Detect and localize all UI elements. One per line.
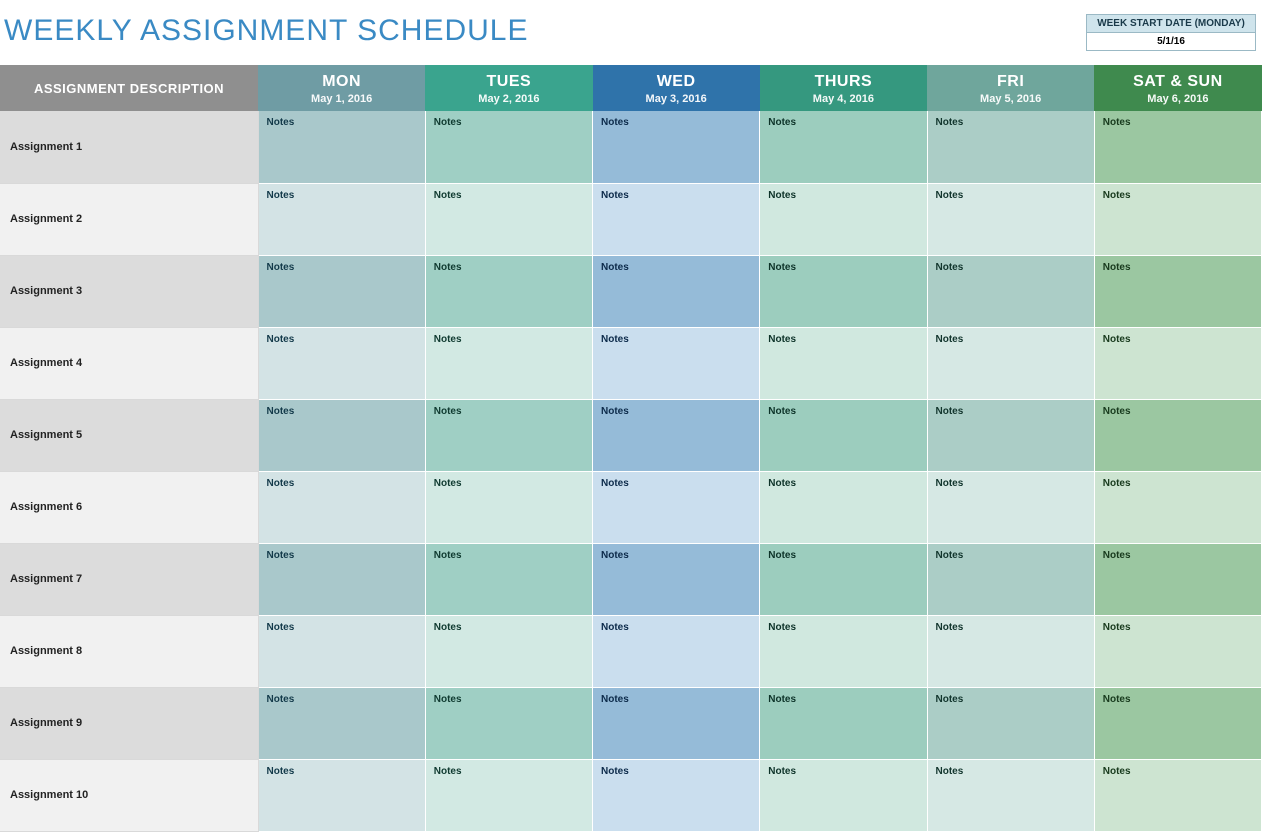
assignment-label[interactable]: Assignment 2 xyxy=(0,183,258,255)
notes-cell[interactable]: Notes xyxy=(760,327,927,399)
assignment-label[interactable]: Assignment 9 xyxy=(0,687,258,759)
notes-cell[interactable]: Notes xyxy=(258,615,425,687)
notes-cell[interactable]: Notes xyxy=(425,255,592,327)
notes-cell[interactable]: Notes xyxy=(593,255,760,327)
notes-cell[interactable]: Notes xyxy=(760,255,927,327)
notes-cell[interactable]: Notes xyxy=(927,615,1094,687)
notes-cell[interactable]: Notes xyxy=(593,759,760,831)
notes-cell[interactable]: Notes xyxy=(425,327,592,399)
notes-cell[interactable]: Notes xyxy=(927,183,1094,255)
notes-cell[interactable]: Notes xyxy=(927,687,1094,759)
notes-cell[interactable]: Notes xyxy=(927,759,1094,831)
notes-cell[interactable]: Notes xyxy=(258,327,425,399)
notes-cell[interactable]: Notes xyxy=(258,759,425,831)
day-date: May 5, 2016 xyxy=(931,93,1090,105)
notes-cell[interactable]: Notes xyxy=(593,543,760,615)
day-header-tues: TUES May 2, 2016 xyxy=(425,65,592,111)
notes-cell[interactable]: Notes xyxy=(593,327,760,399)
notes-cell[interactable]: Notes xyxy=(593,615,760,687)
notes-cell[interactable]: Notes xyxy=(1094,687,1261,759)
notes-cell[interactable]: Notes xyxy=(593,111,760,183)
notes-cell[interactable]: Notes xyxy=(425,399,592,471)
notes-cell[interactable]: Notes xyxy=(593,183,760,255)
assignment-label[interactable]: Assignment 8 xyxy=(0,615,258,687)
week-start-label: WEEK START DATE (MONDAY) xyxy=(1086,14,1256,33)
notes-cell[interactable]: Notes xyxy=(927,399,1094,471)
notes-cell[interactable]: Notes xyxy=(593,471,760,543)
day-name: WED xyxy=(597,73,756,91)
notes-cell[interactable]: Notes xyxy=(258,471,425,543)
notes-cell[interactable]: Notes xyxy=(258,111,425,183)
notes-cell[interactable]: Notes xyxy=(425,615,592,687)
notes-cell[interactable]: Notes xyxy=(1094,183,1261,255)
day-name: SAT & SUN xyxy=(1098,73,1257,91)
assignment-label[interactable]: Assignment 10 xyxy=(0,759,258,831)
assignment-label[interactable]: Assignment 6 xyxy=(0,471,258,543)
notes-cell[interactable]: Notes xyxy=(425,759,592,831)
day-name: FRI xyxy=(931,73,1090,91)
notes-cell[interactable]: Notes xyxy=(1094,399,1261,471)
assignment-label[interactable]: Assignment 5 xyxy=(0,399,258,471)
day-date: May 3, 2016 xyxy=(597,93,756,105)
day-name: THURS xyxy=(764,73,923,91)
notes-cell[interactable]: Notes xyxy=(258,183,425,255)
notes-cell[interactable]: Notes xyxy=(1094,759,1261,831)
day-header-mon: MON May 1, 2016 xyxy=(258,65,425,111)
day-date: May 6, 2016 xyxy=(1098,93,1257,105)
day-header-satsun: SAT & SUN May 6, 2016 xyxy=(1094,65,1261,111)
notes-cell[interactable]: Notes xyxy=(927,471,1094,543)
page-title: WEEKLY ASSIGNMENT SCHEDULE xyxy=(4,14,528,48)
assignment-label[interactable]: Assignment 7 xyxy=(0,543,258,615)
notes-cell[interactable]: Notes xyxy=(425,687,592,759)
notes-cell[interactable]: Notes xyxy=(1094,471,1261,543)
notes-cell[interactable]: Notes xyxy=(425,471,592,543)
notes-cell[interactable]: Notes xyxy=(1094,615,1261,687)
notes-cell[interactable]: Notes xyxy=(258,399,425,471)
assignment-label[interactable]: Assignment 4 xyxy=(0,327,258,399)
notes-cell[interactable]: Notes xyxy=(760,615,927,687)
notes-cell[interactable]: Notes xyxy=(927,255,1094,327)
day-name: TUES xyxy=(429,73,588,91)
notes-cell[interactable]: Notes xyxy=(760,111,927,183)
notes-cell[interactable]: Notes xyxy=(1094,255,1261,327)
notes-cell[interactable]: Notes xyxy=(760,687,927,759)
notes-cell[interactable]: Notes xyxy=(1094,543,1261,615)
day-date: May 4, 2016 xyxy=(764,93,923,105)
notes-cell[interactable]: Notes xyxy=(927,543,1094,615)
notes-cell[interactable]: Notes xyxy=(425,111,592,183)
schedule-table: ASSIGNMENT DESCRIPTION MON May 1, 2016 TUE… xyxy=(0,65,1262,832)
notes-cell[interactable]: Notes xyxy=(425,183,592,255)
notes-cell[interactable]: Notes xyxy=(258,255,425,327)
notes-cell[interactable]: Notes xyxy=(593,687,760,759)
notes-cell[interactable]: Notes xyxy=(760,471,927,543)
notes-cell[interactable]: Notes xyxy=(1094,327,1261,399)
notes-cell[interactable]: Notes xyxy=(258,543,425,615)
assignment-label[interactable]: Assignment 1 xyxy=(0,111,258,183)
day-date: May 1, 2016 xyxy=(262,93,421,105)
notes-cell[interactable]: Notes xyxy=(760,399,927,471)
notes-cell[interactable]: Notes xyxy=(425,543,592,615)
notes-cell[interactable]: Notes xyxy=(593,399,760,471)
day-header-wed: WED May 3, 2016 xyxy=(593,65,760,111)
week-start-box: WEEK START DATE (MONDAY) 5/1/16 xyxy=(1086,14,1256,51)
day-name: MON xyxy=(262,73,421,91)
day-date: May 2, 2016 xyxy=(429,93,588,105)
notes-cell[interactable]: Notes xyxy=(258,687,425,759)
notes-cell[interactable]: Notes xyxy=(760,759,927,831)
assignment-label[interactable]: Assignment 3 xyxy=(0,255,258,327)
notes-cell[interactable]: Notes xyxy=(927,327,1094,399)
day-header-fri: FRI May 5, 2016 xyxy=(927,65,1094,111)
notes-cell[interactable]: Notes xyxy=(760,183,927,255)
week-start-value[interactable]: 5/1/16 xyxy=(1086,33,1256,51)
notes-cell[interactable]: Notes xyxy=(927,111,1094,183)
desc-header: ASSIGNMENT DESCRIPTION xyxy=(0,65,258,111)
day-header-thurs: THURS May 4, 2016 xyxy=(760,65,927,111)
notes-cell[interactable]: Notes xyxy=(760,543,927,615)
notes-cell[interactable]: Notes xyxy=(1094,111,1261,183)
